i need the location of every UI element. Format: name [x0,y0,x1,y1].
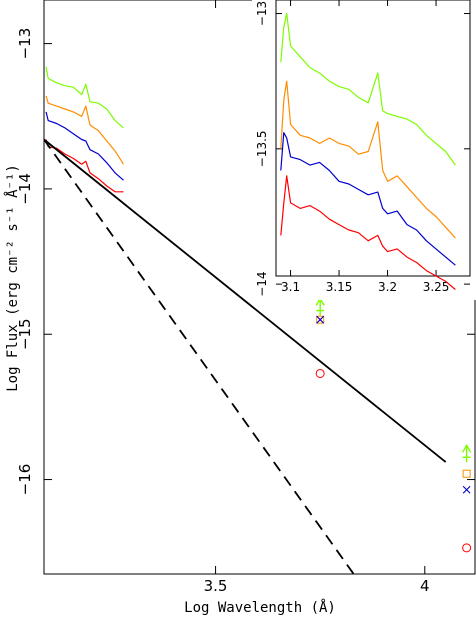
main-x-tick-label: 4 [420,577,430,595]
main-spectrum-3 [45,111,124,181]
inset-y-tick-label: −14 [255,271,269,296]
inset-plot: 3.1 3.15 3.2 3.25 −13 −13.5 −14 [252,0,476,300]
main-y-tick-label: −16 [16,464,34,496]
main-spectrum-2 [45,95,125,165]
main-y-tick-label: −13 [16,28,34,60]
inset-x-tick-label: 3.1 [281,280,300,294]
y-axis-label: Log Flux (erg cm⁻² s⁻¹ Å⁻¹) [4,164,21,392]
inset-y-tick-label: −13 [255,1,269,26]
inset-y-tick-label: −13.5 [255,130,269,167]
x-axis-label: Log Wavelength (Å) [184,599,336,616]
photometry-square [462,469,471,478]
upper-limit-arrowhead [462,443,472,453]
main-y-tick-label: −14 [16,173,34,205]
photometry-cross [462,485,471,494]
fit-line-solid [43,138,447,463]
inset-x-tick-label: 3.2 [378,280,397,294]
inset-spectrum-3 [280,132,456,266]
photometry-square [316,315,325,324]
photometry-cross [316,315,325,324]
main-spectrum-1 [45,66,124,129]
inset-spectrum-4 [280,175,456,290]
main-y-tick-label: −15 [16,318,34,350]
main-x-tick-label: 3.5 [204,577,228,595]
inset-frame [275,0,471,277]
photometry-circle [315,368,325,378]
inset-spectrum-1 [280,12,456,166]
main-plot: 3.5 4 −13 −14 −15 −16 [16,0,476,595]
inset-x-tick-label: 3.25 [423,280,450,294]
inset-spectrum-2 [280,80,456,239]
inset-x-tick-label: 3.15 [326,280,353,294]
photometry-circle [462,543,472,553]
